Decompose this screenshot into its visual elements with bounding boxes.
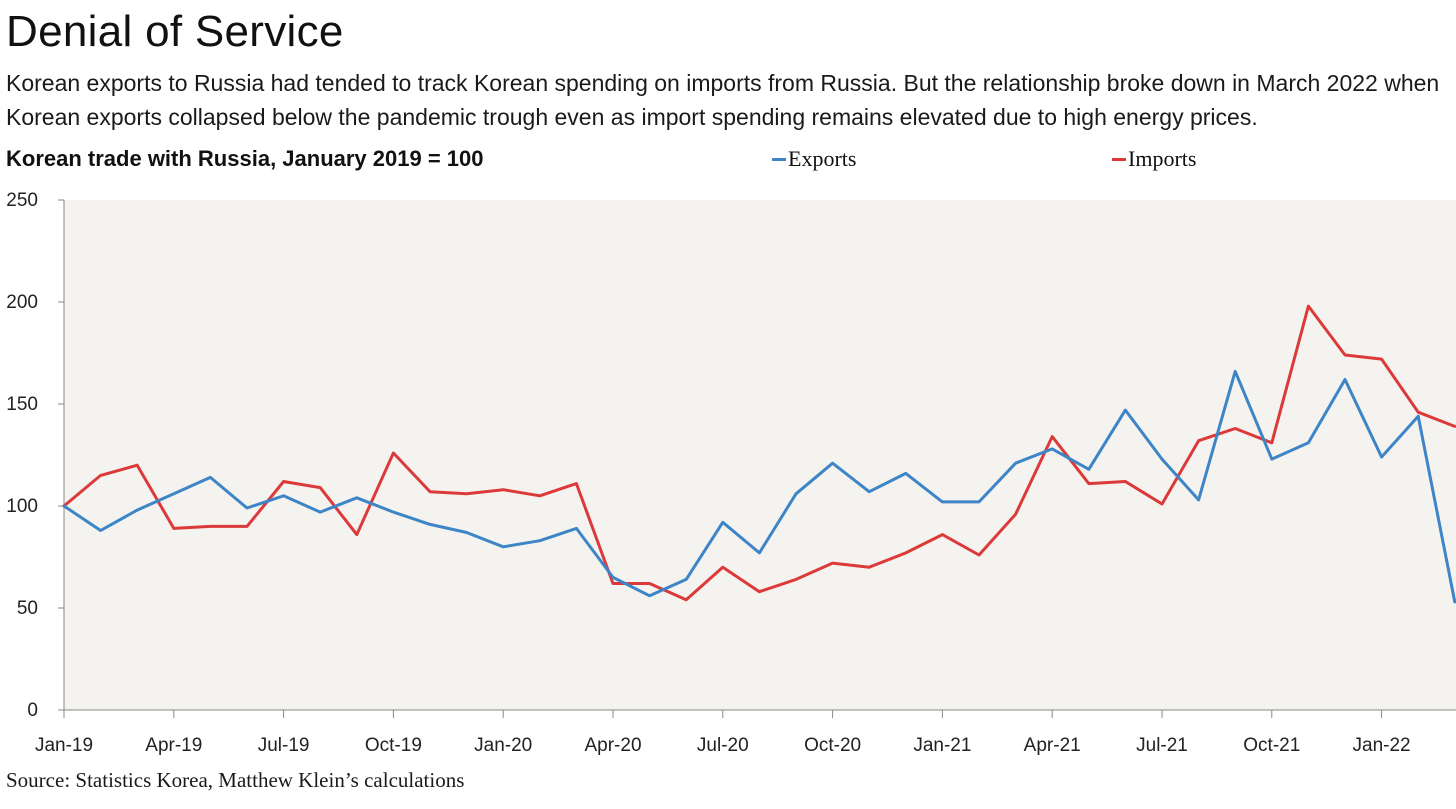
x-tick-label: Apr-20	[584, 735, 641, 756]
x-tick-label: Jan-20	[474, 735, 532, 756]
legend-item-imports: Imports	[1112, 146, 1196, 172]
axes: 0 50 100 150 200 250 Jan-19 Apr-19 Jul-19 Oct-19 J…	[6, 190, 1456, 756]
legend-item-exports: Exports	[772, 146, 856, 172]
legend-swatch-exports	[772, 157, 786, 161]
chart-subtitle: Korean exports to Russia had tended to t…	[6, 70, 1440, 130]
x-tick-label: Jul-19	[258, 735, 310, 756]
x-tick-label: Apr-21	[1024, 735, 1081, 756]
x-tick-label: Jul-21	[1136, 735, 1188, 756]
x-tick-label: Oct-20	[804, 735, 861, 756]
x-tick-label: Jan-19	[35, 735, 93, 756]
x-tick-label: Oct-21	[1243, 735, 1300, 756]
x-tick-label: Jul-20	[697, 735, 749, 756]
y-tick-label: 100	[6, 496, 38, 517]
x-tick-label: Jan-21	[913, 735, 971, 756]
x-tick-label: Apr-19	[145, 735, 202, 756]
plot-background	[64, 200, 1456, 710]
x-tick-label: Jan-22	[1353, 735, 1411, 756]
series-line-imports	[62, 304, 1456, 602]
y-tick-label: 250	[6, 190, 38, 211]
source-note: Source: Statistics Korea, Matthew Klein’…	[6, 768, 465, 792]
legend-label-exports: Exports	[788, 146, 857, 171]
legend-swatch-imports	[1112, 157, 1126, 161]
y-tick-label: 150	[6, 394, 38, 415]
y-tick-label: 0	[27, 700, 38, 721]
y-tick-label: 200	[6, 292, 38, 313]
series-line-exports	[62, 369, 1456, 604]
chart-heading: Korean trade with Russia, January 2019 =…	[6, 146, 484, 171]
y-tick-label: 50	[17, 598, 38, 619]
series-lines	[62, 304, 1456, 604]
chart-title: Denial of Service	[6, 7, 344, 56]
legend-label-imports: Imports	[1128, 146, 1197, 171]
x-tick-label: Oct-19	[365, 735, 422, 756]
